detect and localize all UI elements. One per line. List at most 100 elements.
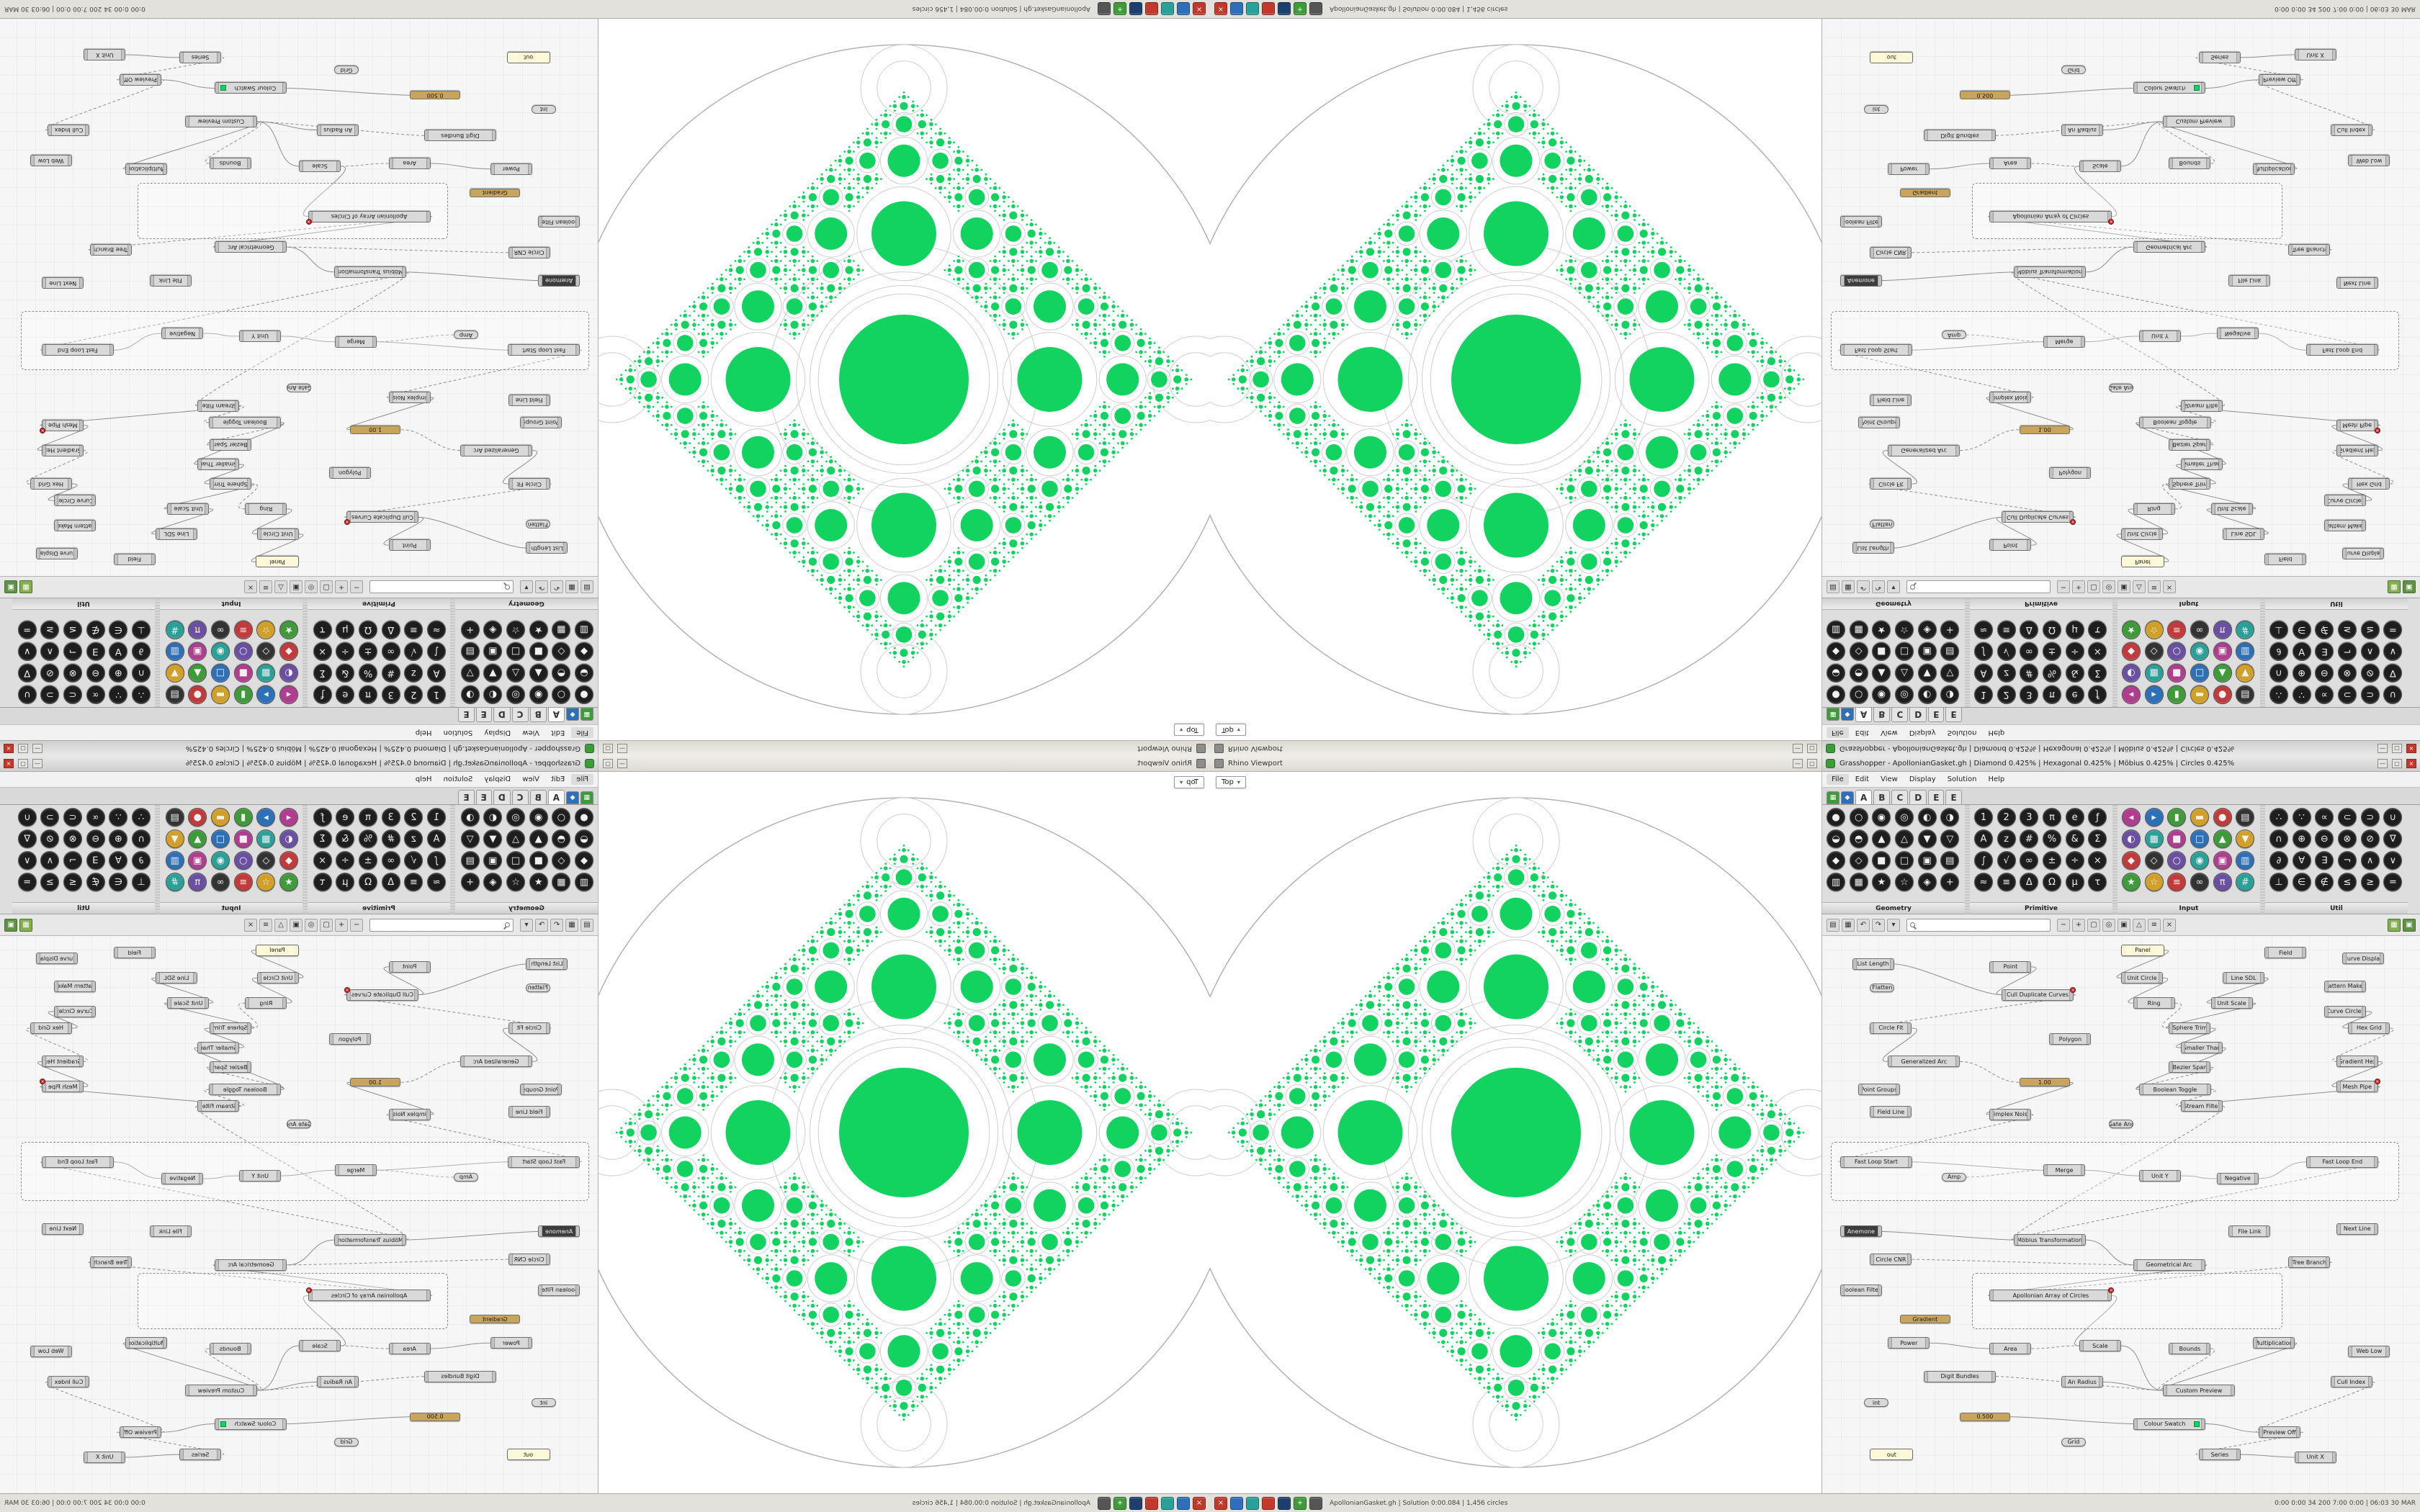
- gh-node[interactable]: Next Line: [42, 277, 84, 289]
- node-output-nub[interactable]: [185, 116, 189, 127]
- component-icon[interactable]: =: [17, 873, 37, 891]
- component-icon[interactable]: Ω: [359, 621, 378, 639]
- gh-node[interactable]: Mesh Pipe ×: [40, 1079, 84, 1093]
- node-input-nub[interactable]: [67, 156, 71, 166]
- component-icon[interactable]: □: [506, 642, 526, 661]
- component-icon[interactable]: e: [2065, 808, 2084, 827]
- tab-e-4[interactable]: E: [1928, 790, 1945, 804]
- component-icon[interactable]: ƒ: [313, 685, 332, 704]
- node-output-nub[interactable]: [2385, 479, 2390, 490]
- node-input-nub[interactable]: [372, 336, 376, 347]
- menu-item-file[interactable]: File: [1827, 727, 1849, 738]
- zoom-out-icon[interactable]: −: [350, 580, 363, 594]
- gh-node[interactable]: Grid: [2061, 66, 2086, 75]
- gh-node[interactable]: Unit X: [84, 1451, 126, 1463]
- gh-node[interactable]: Circle Fit: [1870, 478, 1912, 490]
- component-icon[interactable]: ±: [2042, 851, 2061, 870]
- gh-node[interactable]: Fast Loop Start: [1839, 1156, 1912, 1168]
- node-output-nub[interactable]: [1907, 1107, 1912, 1117]
- node-output-nub[interactable]: [300, 1341, 304, 1351]
- node-input-nub[interactable]: [187, 275, 191, 286]
- component-icon[interactable]: ◇: [2144, 642, 2164, 661]
- component-icon[interactable]: ▬: [211, 685, 230, 704]
- gh-node[interactable]: Fast Loop Start: [508, 1156, 581, 1168]
- component-icon[interactable]: ∨: [17, 642, 37, 661]
- component-icon[interactable]: ★: [279, 873, 298, 891]
- component-icon[interactable]: ◆: [575, 642, 593, 661]
- gh-node[interactable]: Digit Bundles: [424, 130, 496, 142]
- category-tab-icon[interactable]: ▦: [581, 708, 593, 721]
- cancel-icon[interactable]: ×: [2163, 580, 2176, 594]
- gh-node[interactable]: Sphere Trim: [2169, 1022, 2211, 1034]
- zoom-in-icon[interactable]: +: [2072, 918, 2085, 932]
- tab-d-3[interactable]: D: [493, 790, 511, 804]
- component-icon[interactable]: ◓: [552, 829, 571, 848]
- component-icon[interactable]: ⊥: [132, 873, 151, 891]
- maximize-button[interactable]: ▢: [18, 759, 28, 768]
- node-output-nub[interactable]: [150, 1226, 154, 1237]
- gh-node[interactable]: Power: [490, 1337, 532, 1349]
- node-output-nub[interactable]: [539, 1226, 543, 1237]
- component-icon[interactable]: □: [2190, 829, 2209, 848]
- node-input-nub[interactable]: [557, 1084, 562, 1095]
- gh-node[interactable]: Preview Off: [2258, 1426, 2300, 1439]
- component-icon[interactable]: ∵: [2292, 808, 2311, 827]
- node-input-nub[interactable]: [2349, 1346, 2353, 1356]
- node-input-nub[interactable]: [2014, 1235, 2018, 1246]
- component-icon[interactable]: ◓: [1849, 829, 1868, 848]
- undo-icon[interactable]: ↶: [550, 918, 563, 932]
- node-output-nub[interactable]: [210, 1344, 214, 1354]
- gh-node[interactable]: Unit Scale: [2210, 503, 2253, 515]
- node-input-nub[interactable]: [1870, 1107, 1875, 1117]
- node-input-nub[interactable]: [295, 973, 298, 984]
- node-input-nub[interactable]: [2331, 1377, 2335, 1387]
- gh-node[interactable]: Curve Circles: [2324, 495, 2367, 507]
- component-icon[interactable]: ≥: [40, 873, 60, 891]
- gh-node[interactable]: Curve Circles: [53, 1005, 96, 1017]
- node-output-nub[interactable]: [2260, 973, 2264, 984]
- node-output-nub[interactable]: [1955, 1056, 1960, 1067]
- component-icon[interactable]: %: [359, 829, 378, 848]
- gh-node[interactable]: Web Low: [2348, 1345, 2390, 1357]
- node-output-nub[interactable]: [210, 417, 214, 428]
- gh-node[interactable]: Sphere Trim: [209, 478, 251, 490]
- component-icon[interactable]: ƒ: [313, 808, 332, 827]
- gh-node[interactable]: An Radius: [2061, 124, 2103, 136]
- tab-b-1[interactable]: B: [529, 708, 547, 722]
- component-icon[interactable]: ▸: [2144, 808, 2164, 827]
- node-input-nub[interactable]: [217, 52, 221, 63]
- node-output-nub[interactable]: [2374, 1156, 2378, 1167]
- minimize-button[interactable]: —: [2378, 759, 2388, 768]
- gh-node[interactable]: Amp: [454, 1172, 478, 1182]
- component-icon[interactable]: ∞: [211, 873, 230, 891]
- node-output-nub[interactable]: [1889, 958, 1894, 969]
- node-input-nub[interactable]: [2253, 1338, 2257, 1349]
- component-icon[interactable]: ▦: [552, 873, 571, 891]
- component-icon[interactable]: τ: [2088, 873, 2107, 891]
- node-output-nub[interactable]: [2380, 953, 2384, 964]
- component-icon[interactable]: ×: [2088, 851, 2107, 870]
- open-file-icon[interactable]: ▤: [1827, 918, 1839, 932]
- gh-node[interactable]: Amp: [1942, 1172, 1966, 1182]
- component-icon[interactable]: ▸: [2144, 685, 2164, 704]
- component-icon[interactable]: ⊃: [2360, 685, 2380, 704]
- node-output-nub[interactable]: [246, 503, 250, 514]
- component-icon[interactable]: ◓: [1849, 664, 1868, 683]
- component-icon[interactable]: A: [427, 829, 446, 848]
- gh-node[interactable]: Gradient: [470, 188, 521, 197]
- category-tab-icon[interactable]: ◆: [566, 791, 579, 804]
- node-output-nub[interactable]: [30, 479, 35, 490]
- component-icon[interactable]: ▼: [1917, 829, 1937, 848]
- component-icon[interactable]: Δ: [381, 873, 400, 891]
- component-icon[interactable]: ∇: [17, 829, 37, 848]
- grasshopper-canvas[interactable]: PanelFieldCurve DisplayList LengthPointU…: [0, 936, 598, 1493]
- gh-node[interactable]: Tree Branch: [2288, 1256, 2331, 1269]
- node-output-nub[interactable]: [521, 417, 525, 428]
- node-output-nub[interactable]: [539, 275, 543, 286]
- gh-node[interactable]: Curve Display: [2342, 547, 2385, 559]
- save-file-icon[interactable]: ▦: [1842, 580, 1855, 594]
- gh-node[interactable]: Web Low: [30, 1345, 72, 1357]
- component-icon[interactable]: □: [2190, 664, 2209, 683]
- component-icon[interactable]: ★: [2122, 873, 2141, 891]
- gh-node[interactable]: Field Line: [508, 1106, 550, 1118]
